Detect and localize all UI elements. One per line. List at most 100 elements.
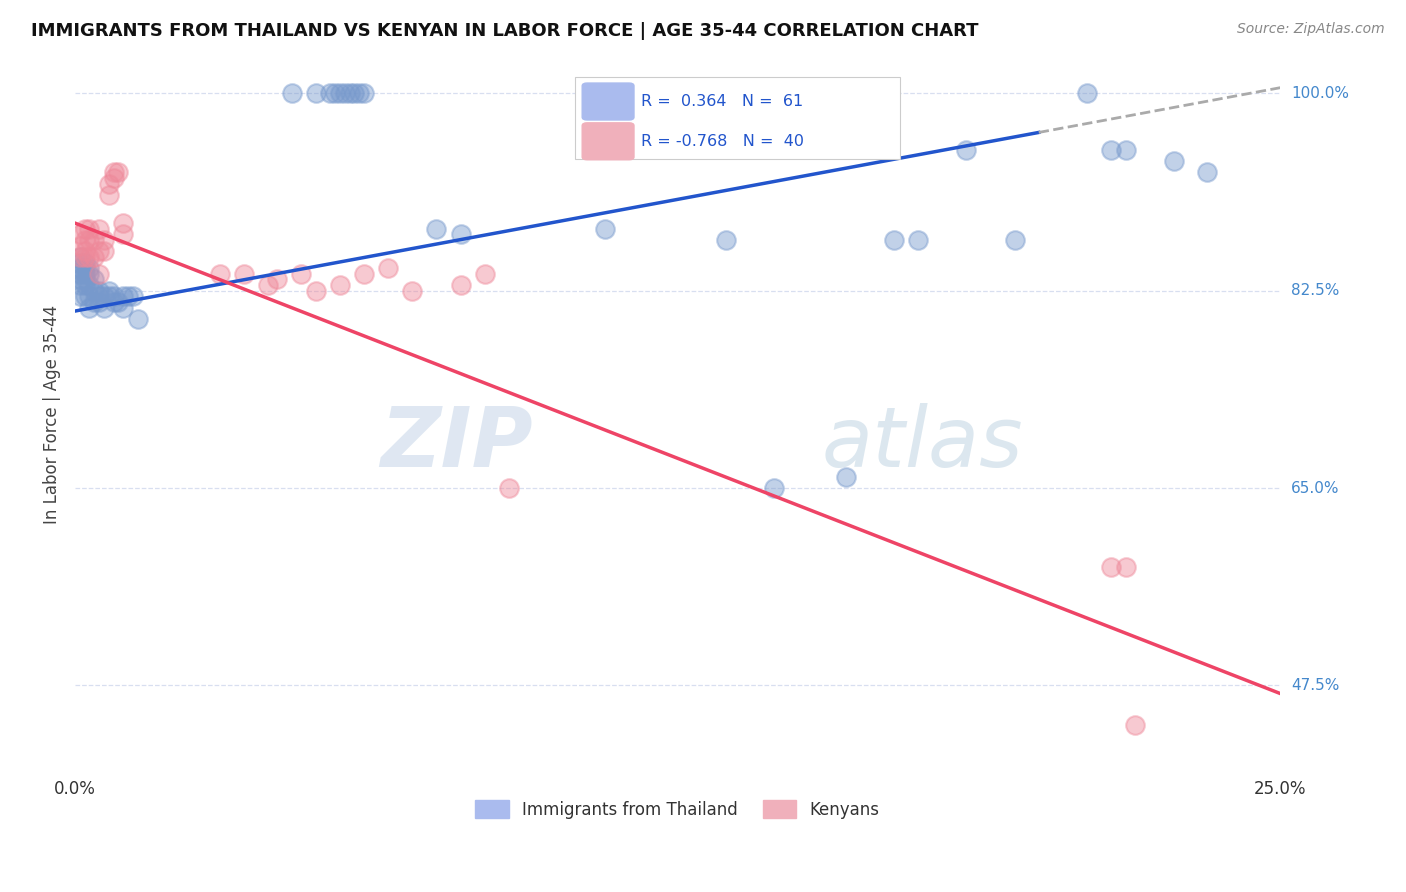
Point <box>69 227 91 242</box>
Point <box>69 261 91 276</box>
Point <box>377 261 399 276</box>
Point <box>103 165 125 179</box>
Point <box>112 301 135 315</box>
Point <box>353 87 375 101</box>
Point <box>593 221 616 235</box>
Point <box>343 87 366 101</box>
Text: 82.5%: 82.5% <box>1291 284 1339 298</box>
Point <box>73 255 96 269</box>
Point <box>93 301 115 315</box>
Point <box>79 261 101 276</box>
Point <box>1099 560 1122 574</box>
Point <box>208 267 231 281</box>
Point <box>107 295 129 310</box>
Point <box>83 295 105 310</box>
Point <box>79 278 101 293</box>
Y-axis label: In Labor Force | Age 35-44: In Labor Force | Age 35-44 <box>44 305 60 524</box>
Text: 100.0%: 100.0% <box>1291 86 1348 101</box>
Point <box>79 289 101 303</box>
Point <box>305 284 328 298</box>
Point <box>73 278 96 293</box>
Point <box>266 272 288 286</box>
Point <box>69 255 91 269</box>
Point <box>97 177 120 191</box>
Point <box>474 267 496 281</box>
Point <box>73 244 96 259</box>
Point <box>79 250 101 264</box>
Point <box>103 171 125 186</box>
Point <box>955 143 977 157</box>
Point <box>103 289 125 303</box>
Point <box>117 289 139 303</box>
Point <box>1115 143 1137 157</box>
Point <box>450 227 472 242</box>
Point <box>103 295 125 310</box>
Point <box>69 278 91 293</box>
Point <box>87 295 110 310</box>
Point <box>281 87 304 101</box>
Legend: Immigrants from Thailand, Kenyans: Immigrants from Thailand, Kenyans <box>468 794 886 826</box>
Point <box>329 87 352 101</box>
Point <box>87 267 110 281</box>
Point <box>121 289 143 303</box>
Point <box>93 233 115 247</box>
Point <box>87 289 110 303</box>
Point <box>907 233 929 247</box>
Point <box>112 216 135 230</box>
Point <box>87 244 110 259</box>
Point <box>1099 143 1122 157</box>
Point <box>69 250 91 264</box>
Point <box>87 221 110 235</box>
Point <box>1197 165 1219 179</box>
Point <box>79 301 101 315</box>
Point <box>69 250 91 264</box>
Point <box>1115 560 1137 574</box>
Point <box>498 481 520 495</box>
Point <box>97 188 120 202</box>
Point <box>73 233 96 247</box>
Point <box>97 284 120 298</box>
Point <box>73 267 96 281</box>
Text: IMMIGRANTS FROM THAILAND VS KENYAN IN LABOR FORCE | AGE 35-44 CORRELATION CHART: IMMIGRANTS FROM THAILAND VS KENYAN IN LA… <box>31 22 979 40</box>
Text: atlas: atlas <box>823 402 1024 483</box>
Point <box>73 289 96 303</box>
Text: ZIP: ZIP <box>380 402 533 483</box>
Point <box>290 267 312 281</box>
Point <box>232 267 254 281</box>
Point <box>83 250 105 264</box>
Point <box>93 244 115 259</box>
Point <box>97 289 120 303</box>
Point <box>401 284 423 298</box>
FancyBboxPatch shape <box>582 83 634 120</box>
Point <box>73 261 96 276</box>
Point <box>349 87 371 101</box>
Point <box>450 278 472 293</box>
Point <box>353 267 375 281</box>
Point <box>127 312 149 326</box>
Point <box>83 284 105 298</box>
Text: Source: ZipAtlas.com: Source: ZipAtlas.com <box>1237 22 1385 37</box>
Text: 47.5%: 47.5% <box>1291 678 1339 693</box>
Point <box>87 284 110 298</box>
Point <box>69 272 91 286</box>
Point <box>883 233 905 247</box>
Point <box>93 289 115 303</box>
Point <box>112 227 135 242</box>
Point <box>79 221 101 235</box>
Point <box>107 165 129 179</box>
FancyBboxPatch shape <box>582 123 634 160</box>
Point <box>83 272 105 286</box>
Point <box>1123 718 1146 732</box>
Point <box>329 278 352 293</box>
Point <box>79 267 101 281</box>
Text: R =  0.364   N =  61: R = 0.364 N = 61 <box>641 94 803 109</box>
Point <box>305 87 328 101</box>
Point <box>1076 87 1098 101</box>
Point <box>1163 154 1185 169</box>
Point <box>69 267 91 281</box>
Point <box>319 87 342 101</box>
Point <box>79 233 101 247</box>
Point <box>323 87 346 101</box>
Point <box>425 221 447 235</box>
Point <box>714 233 737 247</box>
